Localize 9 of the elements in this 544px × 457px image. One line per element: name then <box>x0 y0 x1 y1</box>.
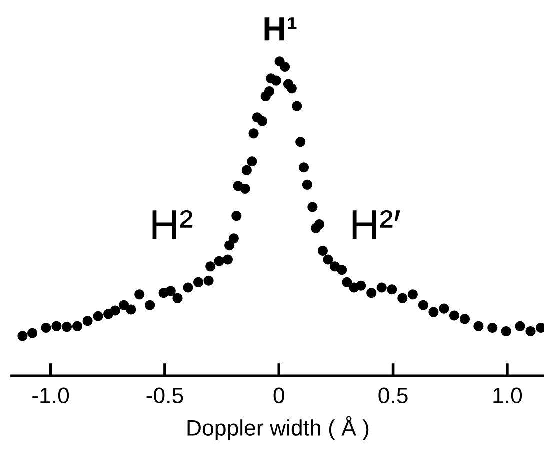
x-tick-label: -1.0 <box>32 388 70 404</box>
annotation: H²′ <box>352 210 400 240</box>
annotation: H² <box>152 210 193 240</box>
text: H¹ <box>264 18 297 41</box>
x-tick-label: 0.5 <box>378 388 408 404</box>
x-tick-label: -0.5 <box>146 388 184 404</box>
x-axis-title: Doppler width ( Å ) <box>188 416 369 440</box>
x-tick-label: 1.0 <box>494 388 522 404</box>
x-tick-label: 0 <box>274 388 284 404</box>
